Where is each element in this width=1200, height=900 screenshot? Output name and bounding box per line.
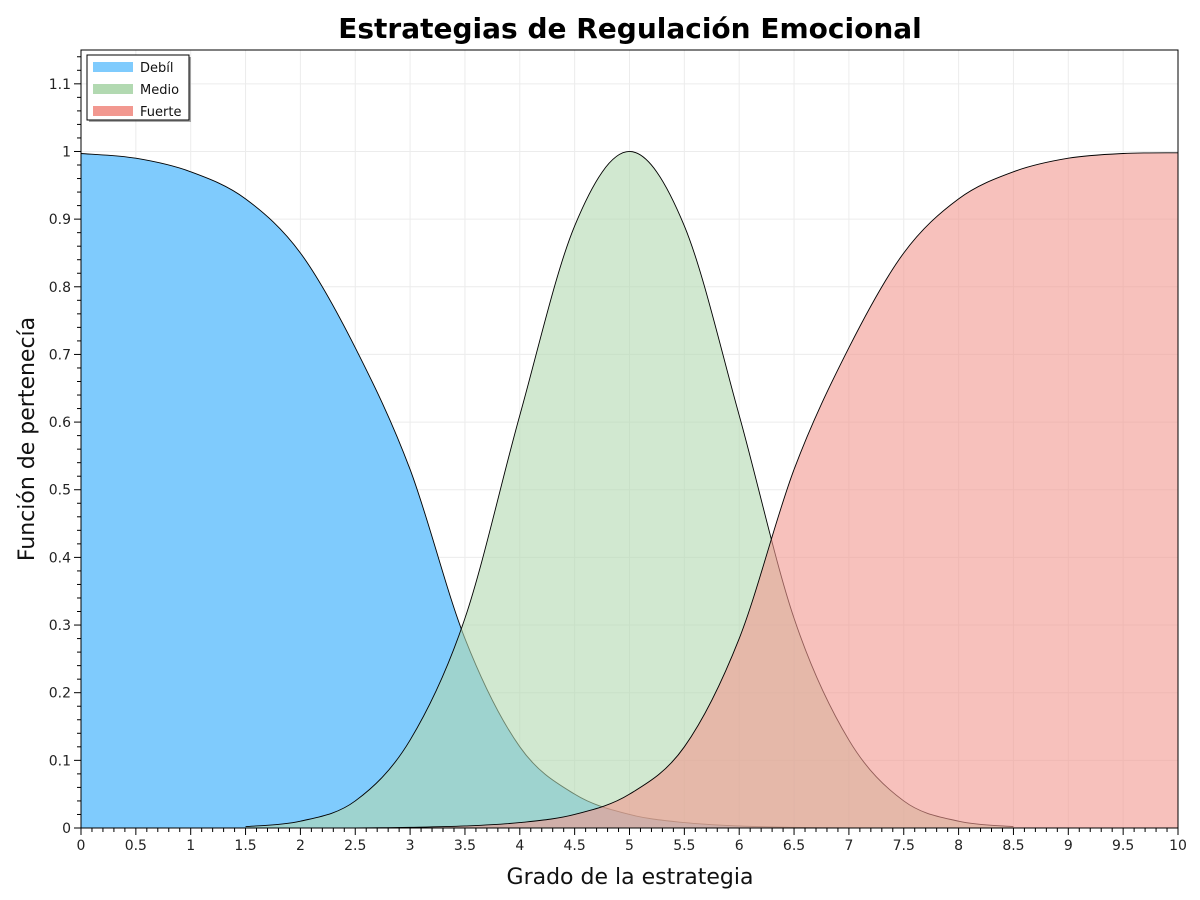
- x-tick-label: 0.5: [125, 838, 147, 854]
- y-tick-label: 0.3: [49, 618, 71, 634]
- x-tick-label: 9: [1064, 838, 1073, 854]
- x-tick-label: 6.5: [783, 838, 805, 854]
- x-tick-label: 3: [406, 838, 415, 854]
- axes: 0 0.5 1 1.5 2 2.5 3 3.5 4 4.5 5 5.5 6 6.5 7 7.5 8 8.5 9 9.5…: [49, 49, 1187, 854]
- legend-label-3: Fuerte: [140, 105, 181, 120]
- x-tick-label: 1: [186, 838, 195, 854]
- y-tick-label: 0.7: [49, 347, 71, 363]
- chart-title: Estrategias de Regulación Emocional: [338, 12, 922, 45]
- series-area-1: [81, 153, 1178, 828]
- legend-swatch-1: [93, 62, 133, 72]
- y-tick-label: 0.8: [49, 280, 71, 296]
- x-tick-label: 0: [77, 838, 86, 854]
- legend-label-1: Debíl: [140, 61, 173, 76]
- y-tick-label: 0.2: [49, 686, 71, 702]
- x-tick-label: 6: [735, 838, 744, 854]
- y-axis-title: Función de pertenecía: [15, 317, 40, 561]
- x-tick-label: 4: [515, 838, 524, 854]
- x-tick-label: 3.5: [454, 838, 476, 854]
- y-tick-label: 0: [62, 821, 71, 837]
- x-tick-label: 7: [844, 838, 853, 854]
- series-area-3: [81, 152, 1178, 828]
- legend-swatch-2: [93, 84, 133, 94]
- y-tick-label: 0.4: [49, 550, 71, 566]
- y-tick-label: 0.1: [49, 753, 71, 769]
- x-tick-label: 8.5: [1002, 838, 1024, 854]
- series-areas: [80, 151, 1179, 829]
- series-area-2: [245, 151, 1014, 829]
- y-tick-label: 0.9: [49, 212, 71, 228]
- x-tick-label: 8: [954, 838, 963, 854]
- x-tick-label: 7.5: [893, 838, 915, 854]
- x-tick-label: 4.5: [564, 838, 586, 854]
- x-tick-label: 2: [296, 838, 305, 854]
- y-tick-label: 0.6: [49, 415, 71, 431]
- x-tick-label: 5.5: [673, 838, 695, 854]
- legend-label-2: Medio: [140, 83, 179, 98]
- y-tick-label: 0.5: [49, 483, 71, 499]
- x-tick-label: 1.5: [234, 838, 256, 854]
- x-tick-label: 2.5: [344, 838, 366, 854]
- legend-swatch-3: [93, 106, 133, 116]
- x-tick-label: 5: [625, 838, 634, 854]
- legend: Debíl Medio Fuerte: [86, 54, 191, 122]
- x-axis-title: Grado de la estrategia: [507, 865, 754, 890]
- x-tick-label: 10: [1169, 838, 1187, 854]
- y-tick-label: 1.1: [49, 77, 71, 93]
- y-tick-label: 1: [62, 144, 71, 160]
- x-tick-label: 9.5: [1112, 838, 1134, 854]
